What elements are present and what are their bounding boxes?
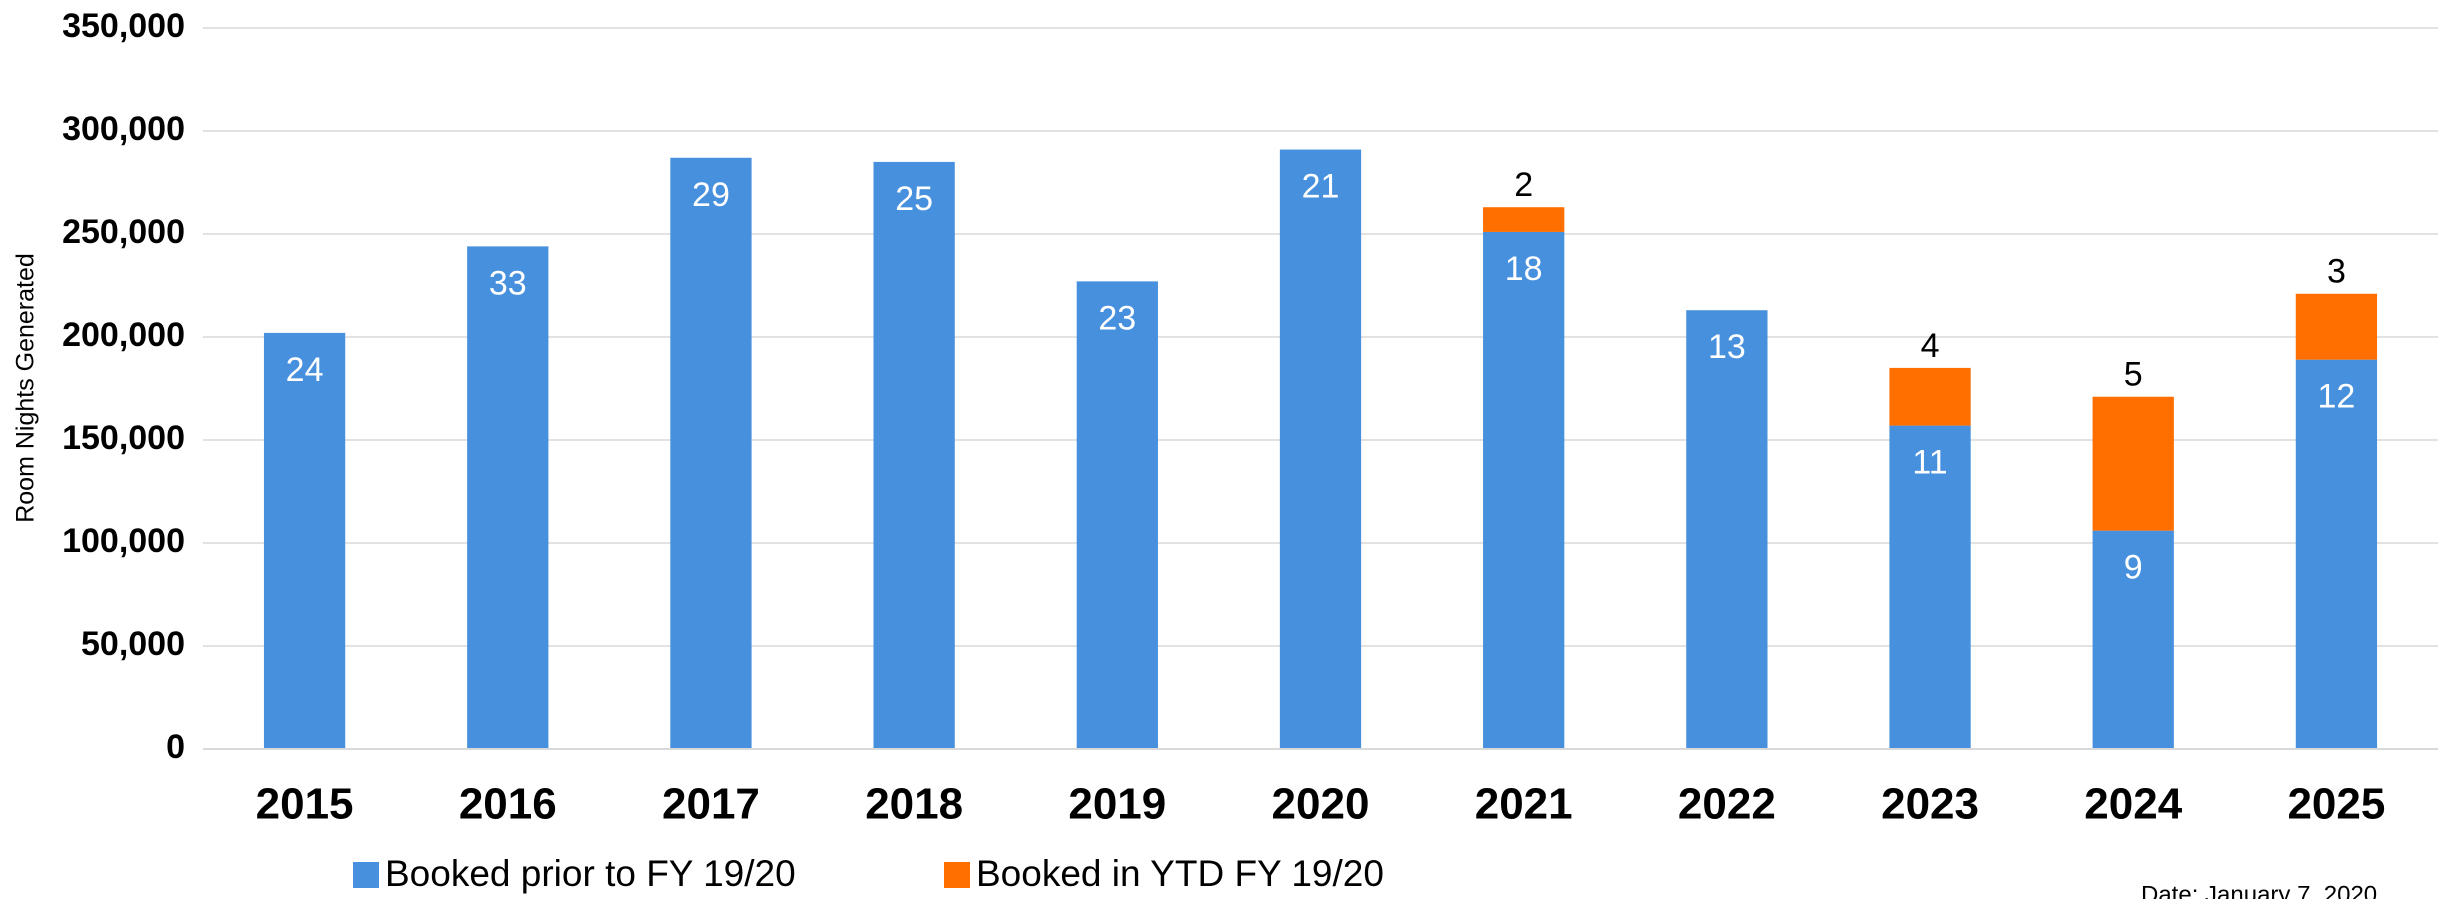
bar-segment	[1686, 310, 1768, 749]
x-tick-label: 2017	[662, 780, 760, 829]
data-label: 13	[1708, 328, 1746, 366]
bar-segment	[2295, 359, 2378, 749]
footnote: Date: January 7, 2020	[2141, 881, 2377, 899]
x-tick-label: 2016	[459, 780, 557, 829]
bar-segment	[2092, 530, 2174, 749]
bar-segment	[873, 161, 955, 749]
legend-swatch	[353, 862, 379, 888]
x-tick-label: 2024	[2084, 780, 2182, 829]
data-label: 29	[692, 176, 730, 214]
data-label: 23	[1098, 299, 1136, 337]
legend-swatch	[944, 862, 970, 888]
bar-segment	[1279, 149, 1362, 750]
bar-segment	[467, 246, 549, 750]
bar-segment	[1483, 207, 1565, 232]
x-tick-label: 2022	[1678, 780, 1776, 829]
x-tick-label: 2023	[1881, 780, 1979, 829]
bar-segment	[2295, 293, 2378, 360]
y-tick-label: 200,000	[62, 316, 185, 354]
y-tick-label: 100,000	[62, 522, 185, 560]
data-label: 18	[1505, 250, 1543, 288]
x-tick-label: 2021	[1475, 780, 1573, 829]
x-tick-label: 2025	[2287, 780, 2385, 829]
bar-segment	[1076, 281, 1158, 749]
bar-segment	[670, 157, 752, 749]
legend-label: Booked prior to FY 19/20	[385, 853, 796, 894]
data-label: 9	[2124, 549, 2143, 587]
bar-segment	[2092, 396, 2174, 531]
x-tick-label: 2020	[1272, 780, 1370, 829]
data-label: 12	[2317, 378, 2355, 416]
y-tick-label: 150,000	[62, 419, 185, 457]
y-tick-label: 300,000	[62, 110, 185, 148]
legend-label: Booked in YTD FY 19/20	[976, 853, 1384, 894]
y-tick-label: 50,000	[81, 625, 185, 663]
y-tick-label: 350,000	[62, 7, 185, 45]
x-tick-label: 2015	[256, 780, 354, 829]
data-label: 33	[489, 264, 527, 302]
x-tick-label: 2018	[865, 780, 963, 829]
data-label: 25	[895, 180, 933, 218]
x-tick-label: 2019	[1068, 780, 1166, 829]
data-label: 5	[2124, 356, 2143, 394]
y-tick-label: 0	[166, 728, 185, 766]
bar-segment	[1483, 231, 1565, 749]
data-label: 4	[1921, 327, 1940, 365]
y-axis-title: Room Nights Generated	[12, 253, 40, 523]
data-label: 21	[1302, 168, 1340, 206]
y-tick-label: 250,000	[62, 213, 185, 251]
data-label: 24	[286, 351, 324, 389]
bar-segment	[263, 332, 346, 749]
data-label: 11	[1912, 444, 1947, 482]
bar-segment	[1889, 367, 1971, 426]
bar-segment	[1889, 425, 1971, 749]
data-label: 2	[1514, 166, 1533, 204]
data-label: 3	[2327, 253, 2346, 291]
